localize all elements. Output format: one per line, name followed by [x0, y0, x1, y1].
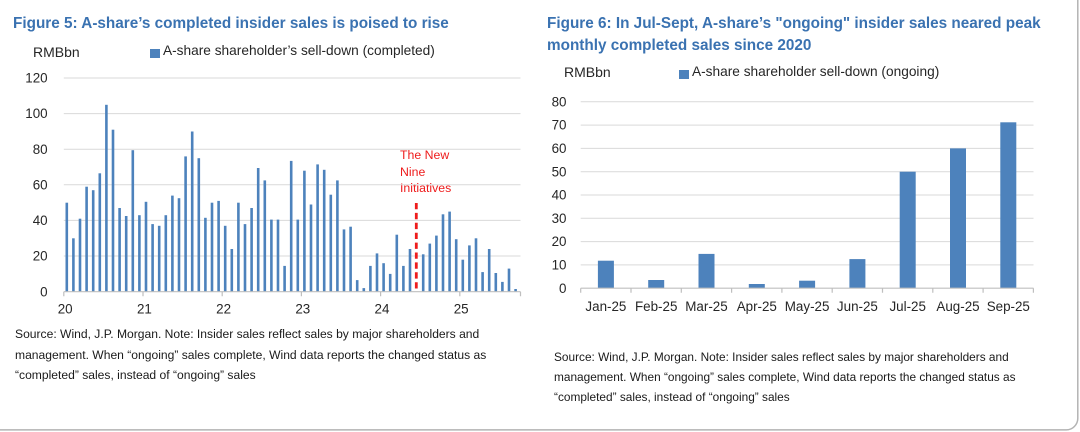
- svg-text:Aug-25: Aug-25: [936, 299, 979, 314]
- svg-text:Jul-25: Jul-25: [889, 299, 925, 314]
- svg-text:60: 60: [33, 177, 48, 192]
- svg-text:24: 24: [375, 301, 390, 316]
- svg-text:80: 80: [33, 142, 48, 157]
- svg-text:0: 0: [559, 281, 566, 296]
- svg-text:50: 50: [552, 164, 567, 179]
- svg-text:21: 21: [137, 301, 152, 316]
- svg-text:Sep-25: Sep-25: [987, 299, 1030, 314]
- svg-text:Apr-25: Apr-25: [737, 299, 777, 314]
- svg-text:40: 40: [33, 213, 48, 228]
- svg-text:20: 20: [58, 301, 73, 316]
- svg-text:120: 120: [25, 71, 47, 86]
- svg-text:80: 80: [552, 94, 567, 109]
- svg-text:100: 100: [25, 106, 47, 121]
- svg-text:23: 23: [295, 301, 310, 316]
- svg-text:Feb-25: Feb-25: [635, 299, 677, 314]
- svg-text:Jan-25: Jan-25: [585, 299, 626, 314]
- svg-text:30: 30: [552, 211, 567, 226]
- svg-text:20: 20: [33, 249, 48, 264]
- svg-text:May-25: May-25: [785, 299, 830, 314]
- svg-text:22: 22: [216, 301, 231, 316]
- svg-text:60: 60: [552, 141, 567, 156]
- svg-text:Jun-25: Jun-25: [837, 299, 878, 314]
- svg-text:70: 70: [552, 118, 567, 133]
- svg-text:Mar-25: Mar-25: [685, 299, 727, 314]
- svg-text:20: 20: [552, 234, 567, 249]
- svg-text:0: 0: [40, 284, 47, 299]
- svg-text:40: 40: [552, 188, 567, 203]
- svg-text:25: 25: [454, 301, 469, 316]
- svg-text:10: 10: [552, 258, 567, 273]
